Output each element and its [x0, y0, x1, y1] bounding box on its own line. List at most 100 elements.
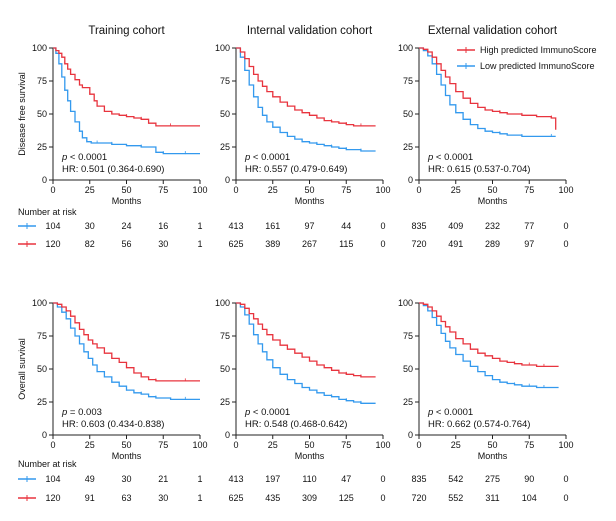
survival-curve-low — [53, 47, 200, 155]
y-tick-label: 25 — [403, 142, 413, 152]
p-symbol: p — [244, 152, 250, 163]
p-value-text: p < 0.0001 — [244, 152, 290, 163]
risk-count-low: 835 — [411, 221, 426, 231]
x-tick-label: 50 — [304, 440, 314, 450]
p-value: < 0.0001 — [250, 152, 290, 163]
x-tick-label: 100 — [558, 440, 573, 450]
risk-count-low: 413 — [228, 474, 243, 484]
survival-curve-low — [419, 47, 556, 138]
y-tick-label: 100 — [32, 298, 47, 308]
hazard-ratio-text: HR: 0.615 (0.537-0.704) — [428, 164, 530, 175]
y-tick-label: 100 — [32, 43, 47, 53]
risk-count-high: 1 — [197, 239, 202, 249]
x-axis-label: Months — [478, 196, 508, 206]
x-tick-label: 75 — [524, 440, 534, 450]
risk-count-high: 1 — [197, 493, 202, 503]
risk-count-high: 125 — [339, 493, 354, 503]
risk-count-high: 309 — [302, 493, 317, 503]
p-value-text: p < 0.0001 — [244, 407, 290, 418]
risk-count-low: 16 — [158, 221, 168, 231]
hazard-ratio-text: HR: 0.603 (0.434-0.838) — [62, 419, 164, 430]
hazard-ratio-text: HR: 0.548 (0.468-0.642) — [245, 419, 347, 430]
risk-count-high: 104 — [522, 493, 537, 503]
risk-count-high: 30 — [158, 239, 168, 249]
y-tick-label: 100 — [398, 298, 413, 308]
km-panel-3: External validation cohort 0 25 50 75 100 0 25 5… — [398, 25, 597, 249]
y-tick-label: 50 — [403, 109, 413, 119]
risk-count-low: 275 — [485, 474, 500, 484]
x-tick-label: 25 — [85, 440, 95, 450]
risk-count-high: 389 — [265, 239, 280, 249]
x-axis-label: Months — [478, 451, 508, 461]
y-tick-label: 25 — [220, 142, 230, 152]
y-tick-label: 25 — [37, 142, 47, 152]
x-axis-label: Months — [112, 196, 142, 206]
risk-count-high: 491 — [448, 239, 463, 249]
survival-curve-low — [236, 47, 376, 152]
risk-table-title: Number at risk — [18, 207, 77, 217]
risk-table-title: Number at risk — [18, 459, 77, 469]
x-tick-label: 25 — [85, 185, 95, 195]
risk-count-high: 289 — [485, 239, 500, 249]
p-symbol: p — [61, 407, 67, 418]
risk-count-high: 120 — [45, 239, 60, 249]
x-tick-label: 0 — [233, 185, 238, 195]
risk-count-low: 49 — [85, 474, 95, 484]
x-tick-label: 50 — [121, 440, 131, 450]
y-tick-label: 0 — [42, 430, 47, 440]
p-value: = 0.003 — [67, 407, 102, 418]
y-tick-label: 75 — [220, 76, 230, 86]
legend-label-high: High predicted ImmunoScore — [480, 45, 597, 55]
x-tick-label: 50 — [121, 185, 131, 195]
hazard-ratio-text: HR: 0.501 (0.364-0.690) — [62, 164, 164, 175]
risk-count-low: 30 — [121, 474, 131, 484]
panel-title: Training cohort — [88, 25, 165, 37]
panel-title: External validation cohort — [428, 25, 558, 37]
risk-count-low: 97 — [304, 221, 314, 231]
risk-count-low: 24 — [121, 221, 131, 231]
x-tick-label: 75 — [341, 440, 351, 450]
risk-count-low: 0 — [380, 221, 385, 231]
risk-count-low: 47 — [341, 474, 351, 484]
risk-count-low: 0 — [563, 474, 568, 484]
risk-count-high: 625 — [228, 493, 243, 503]
p-value-text: p = 0.003 — [61, 407, 102, 418]
survival-curve-low — [236, 302, 376, 404]
risk-count-high: 552 — [448, 493, 463, 503]
km-panel-5: 0 25 50 75 100 0 25 50 75 100 Months p < 0.0001HR: … — [215, 298, 391, 503]
y-tick-label: 75 — [403, 331, 413, 341]
risk-count-high: 720 — [411, 493, 426, 503]
risk-count-low: 409 — [448, 221, 463, 231]
survival-curve-high — [236, 47, 376, 127]
survival-curve-high — [236, 302, 376, 378]
p-value-text: p < 0.0001 — [427, 152, 473, 163]
p-symbol: p — [61, 152, 67, 163]
survival-curve-high — [53, 47, 200, 127]
y-tick-label: 50 — [37, 109, 47, 119]
p-value: < 0.0001 — [433, 152, 473, 163]
risk-count-low: 110 — [302, 474, 316, 484]
y-tick-label: 75 — [220, 331, 230, 341]
y-tick-label: 75 — [37, 76, 47, 86]
x-tick-label: 75 — [158, 440, 168, 450]
legend-label-low: Low predicted ImmunoScore — [480, 61, 595, 71]
risk-count-low: 835 — [411, 474, 426, 484]
hazard-ratio-text: HR: 0.557 (0.479-0.649) — [245, 164, 347, 175]
p-value: < 0.0001 — [250, 407, 290, 418]
risk-count-low: 90 — [524, 474, 534, 484]
x-tick-label: 25 — [451, 440, 461, 450]
risk-count-low: 413 — [228, 221, 243, 231]
hazard-ratio-text: HR: 0.662 (0.574-0.764) — [428, 419, 530, 430]
p-value: < 0.0001 — [67, 152, 107, 163]
risk-count-high: 435 — [265, 493, 280, 503]
y-tick-label: 100 — [215, 43, 230, 53]
x-tick-label: 100 — [192, 185, 207, 195]
p-symbol: p — [427, 407, 433, 418]
x-tick-label: 25 — [451, 185, 461, 195]
y-tick-label: 50 — [220, 364, 230, 374]
risk-count-low: 542 — [448, 474, 463, 484]
x-tick-label: 50 — [304, 185, 314, 195]
x-tick-label: 100 — [192, 440, 207, 450]
y-tick-label: 75 — [37, 331, 47, 341]
